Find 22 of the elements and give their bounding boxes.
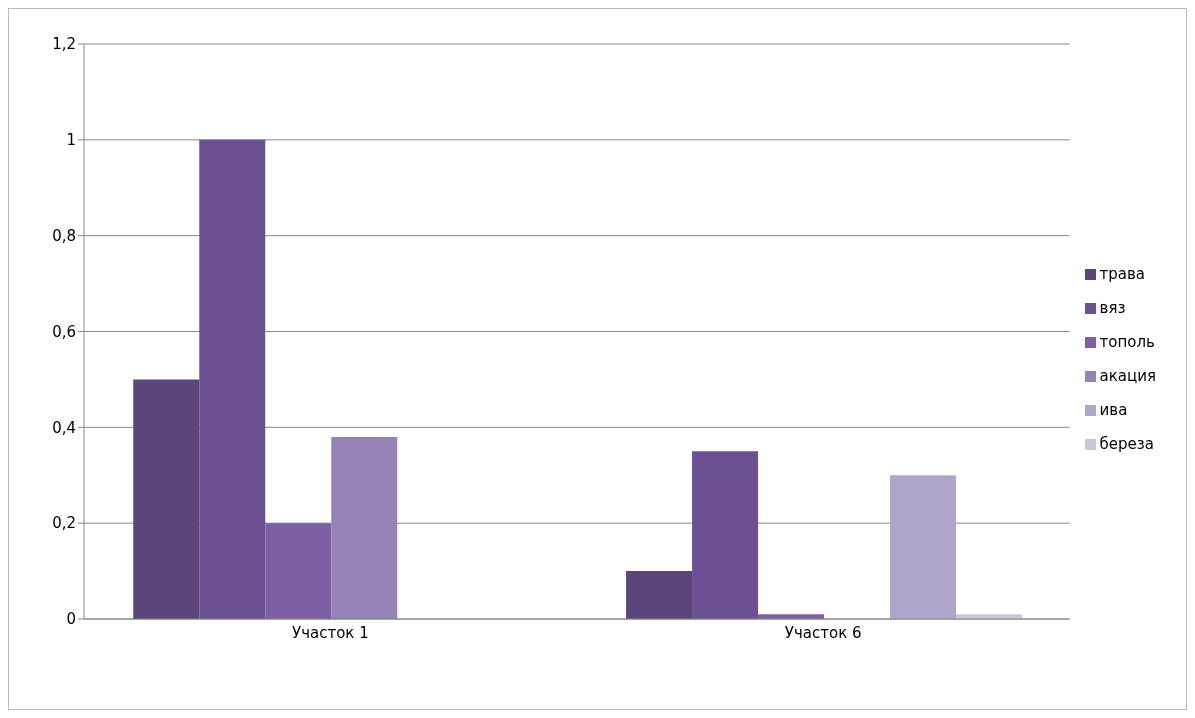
y-tick-label: 0: [66, 610, 76, 629]
legend-label: береза: [1099, 435, 1154, 453]
bar: [133, 379, 200, 619]
bar: [265, 523, 332, 619]
x-tick-label: Участок 1: [292, 623, 369, 642]
y-tick-label: 1,2: [52, 35, 76, 54]
legend-label: тополь: [1099, 333, 1155, 351]
bar: [890, 475, 957, 619]
bar: [331, 436, 398, 619]
legend-label: трава: [1099, 265, 1146, 283]
y-tick-label: 0,2: [52, 514, 76, 533]
y-tick-label: 0,6: [52, 322, 76, 341]
bar: [692, 451, 759, 619]
x-tick-label: Участок 6: [784, 623, 862, 642]
legend-label: акация: [1099, 367, 1156, 385]
bar: [199, 139, 266, 619]
y-tick-label: 1: [66, 131, 76, 150]
legend-label: вяз: [1099, 299, 1126, 317]
y-tick-label: 0,8: [52, 226, 76, 245]
bar: [626, 571, 693, 619]
legend-label: ива: [1099, 401, 1128, 419]
y-tick-label: 0,4: [52, 418, 76, 437]
